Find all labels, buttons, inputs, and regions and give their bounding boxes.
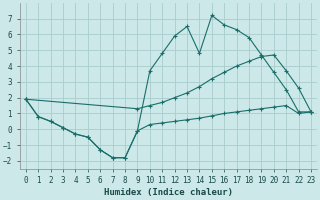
X-axis label: Humidex (Indice chaleur): Humidex (Indice chaleur) [104, 188, 233, 197]
